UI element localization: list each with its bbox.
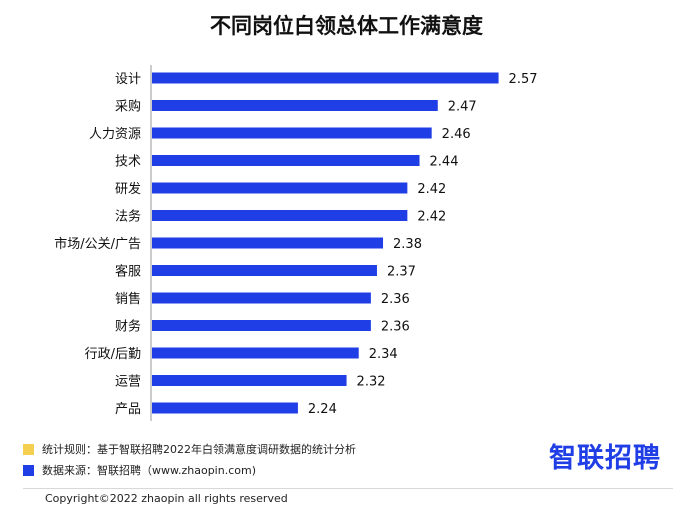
legend-rule: 统计规则：基于智联招聘2022年白领满意度调研数据的统计分析 <box>23 441 356 457</box>
category-label: 财务 <box>115 319 141 335</box>
value-label: 2.44 <box>430 155 459 170</box>
bar <box>152 320 371 331</box>
category-label: 市场/公关/广告 <box>54 236 141 252</box>
category-label: 人力资源 <box>89 127 141 142</box>
bar <box>152 182 408 194</box>
value-label: 2.57 <box>509 72 538 87</box>
bar <box>152 292 371 304</box>
bar <box>152 210 408 221</box>
category-label: 设计 <box>115 72 141 87</box>
value-label: 2.47 <box>448 100 477 115</box>
bar <box>152 402 298 414</box>
bar <box>152 100 438 111</box>
bars <box>152 72 499 414</box>
copyright-text: Copyright©2022 zhaopin all rights reserv… <box>45 492 288 505</box>
category-label: 法务 <box>115 209 141 225</box>
value-label: 2.42 <box>417 182 446 197</box>
value-label: 2.34 <box>369 347 398 362</box>
value-label: 2.36 <box>381 320 410 335</box>
zhaopin-logo: 智联招聘 <box>549 443 661 474</box>
value-label: 2.38 <box>393 237 422 252</box>
bar <box>152 237 384 249</box>
bar <box>152 155 420 166</box>
category-label: 客服 <box>115 264 141 280</box>
value-label: 2.42 <box>417 210 446 225</box>
value-label: 2.46 <box>442 127 471 142</box>
legend-rule-text: 统计规则：基于智联招聘2022年白领满意度调研数据的统计分析 <box>42 443 356 456</box>
legend-swatch-blue <box>23 464 34 476</box>
value-label: 2.37 <box>387 265 416 280</box>
legend-source-text: 数据来源：智联招聘（www.zhaopin.com) <box>42 464 256 477</box>
category-label: 研发 <box>115 181 141 197</box>
legend-swatch-yellow <box>23 443 34 455</box>
value-label: 2.36 <box>381 292 410 307</box>
category-label: 运营 <box>115 375 141 390</box>
footer-divider <box>23 488 673 489</box>
value-label: 2.32 <box>357 375 386 390</box>
category-label: 采购 <box>115 99 141 115</box>
category-label: 技术 <box>115 155 141 170</box>
category-label: 产品 <box>115 402 141 417</box>
bar <box>152 72 499 84</box>
category-label: 销售 <box>115 291 141 307</box>
bar <box>152 375 347 386</box>
chart-title: 不同岗位白领总体工作满意度 <box>210 14 483 38</box>
category-label: 行政/后勤 <box>85 347 141 362</box>
bar <box>152 127 432 139</box>
value-label: 2.24 <box>308 402 337 417</box>
legend-source: 数据来源：智联招聘（www.zhaopin.com) <box>23 462 256 478</box>
bar <box>152 265 377 276</box>
bar <box>152 347 359 359</box>
value-labels: 2.57 2.47 2.46 2.44 2.42 2.42 2.38 2.37 2.36 2.36… <box>308 72 538 417</box>
